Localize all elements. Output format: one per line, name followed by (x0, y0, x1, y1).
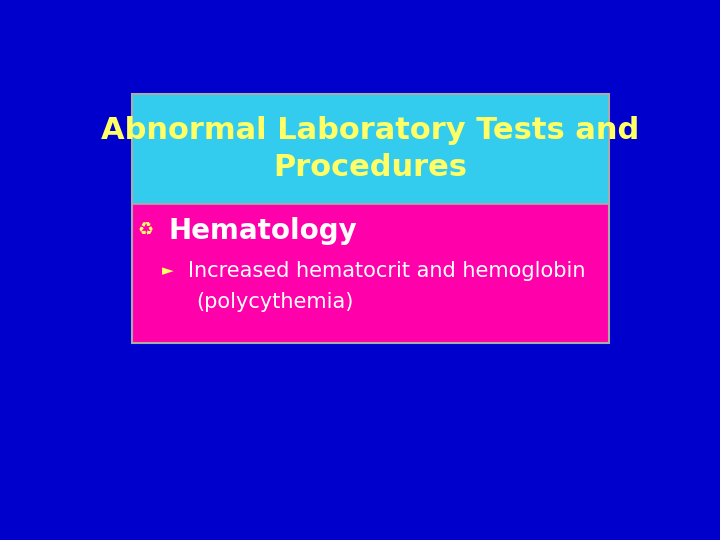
Text: ►: ► (162, 263, 174, 278)
Text: Procedures: Procedures (274, 153, 467, 182)
Text: ♻: ♻ (138, 222, 154, 240)
Text: Abnormal Laboratory Tests and: Abnormal Laboratory Tests and (102, 116, 639, 145)
Text: (polycythemia): (polycythemia) (196, 292, 354, 312)
Text: Hematology: Hematology (168, 217, 357, 245)
Text: Increased hematocrit and hemoglobin: Increased hematocrit and hemoglobin (188, 261, 585, 281)
FancyBboxPatch shape (132, 94, 609, 204)
FancyBboxPatch shape (132, 204, 609, 343)
